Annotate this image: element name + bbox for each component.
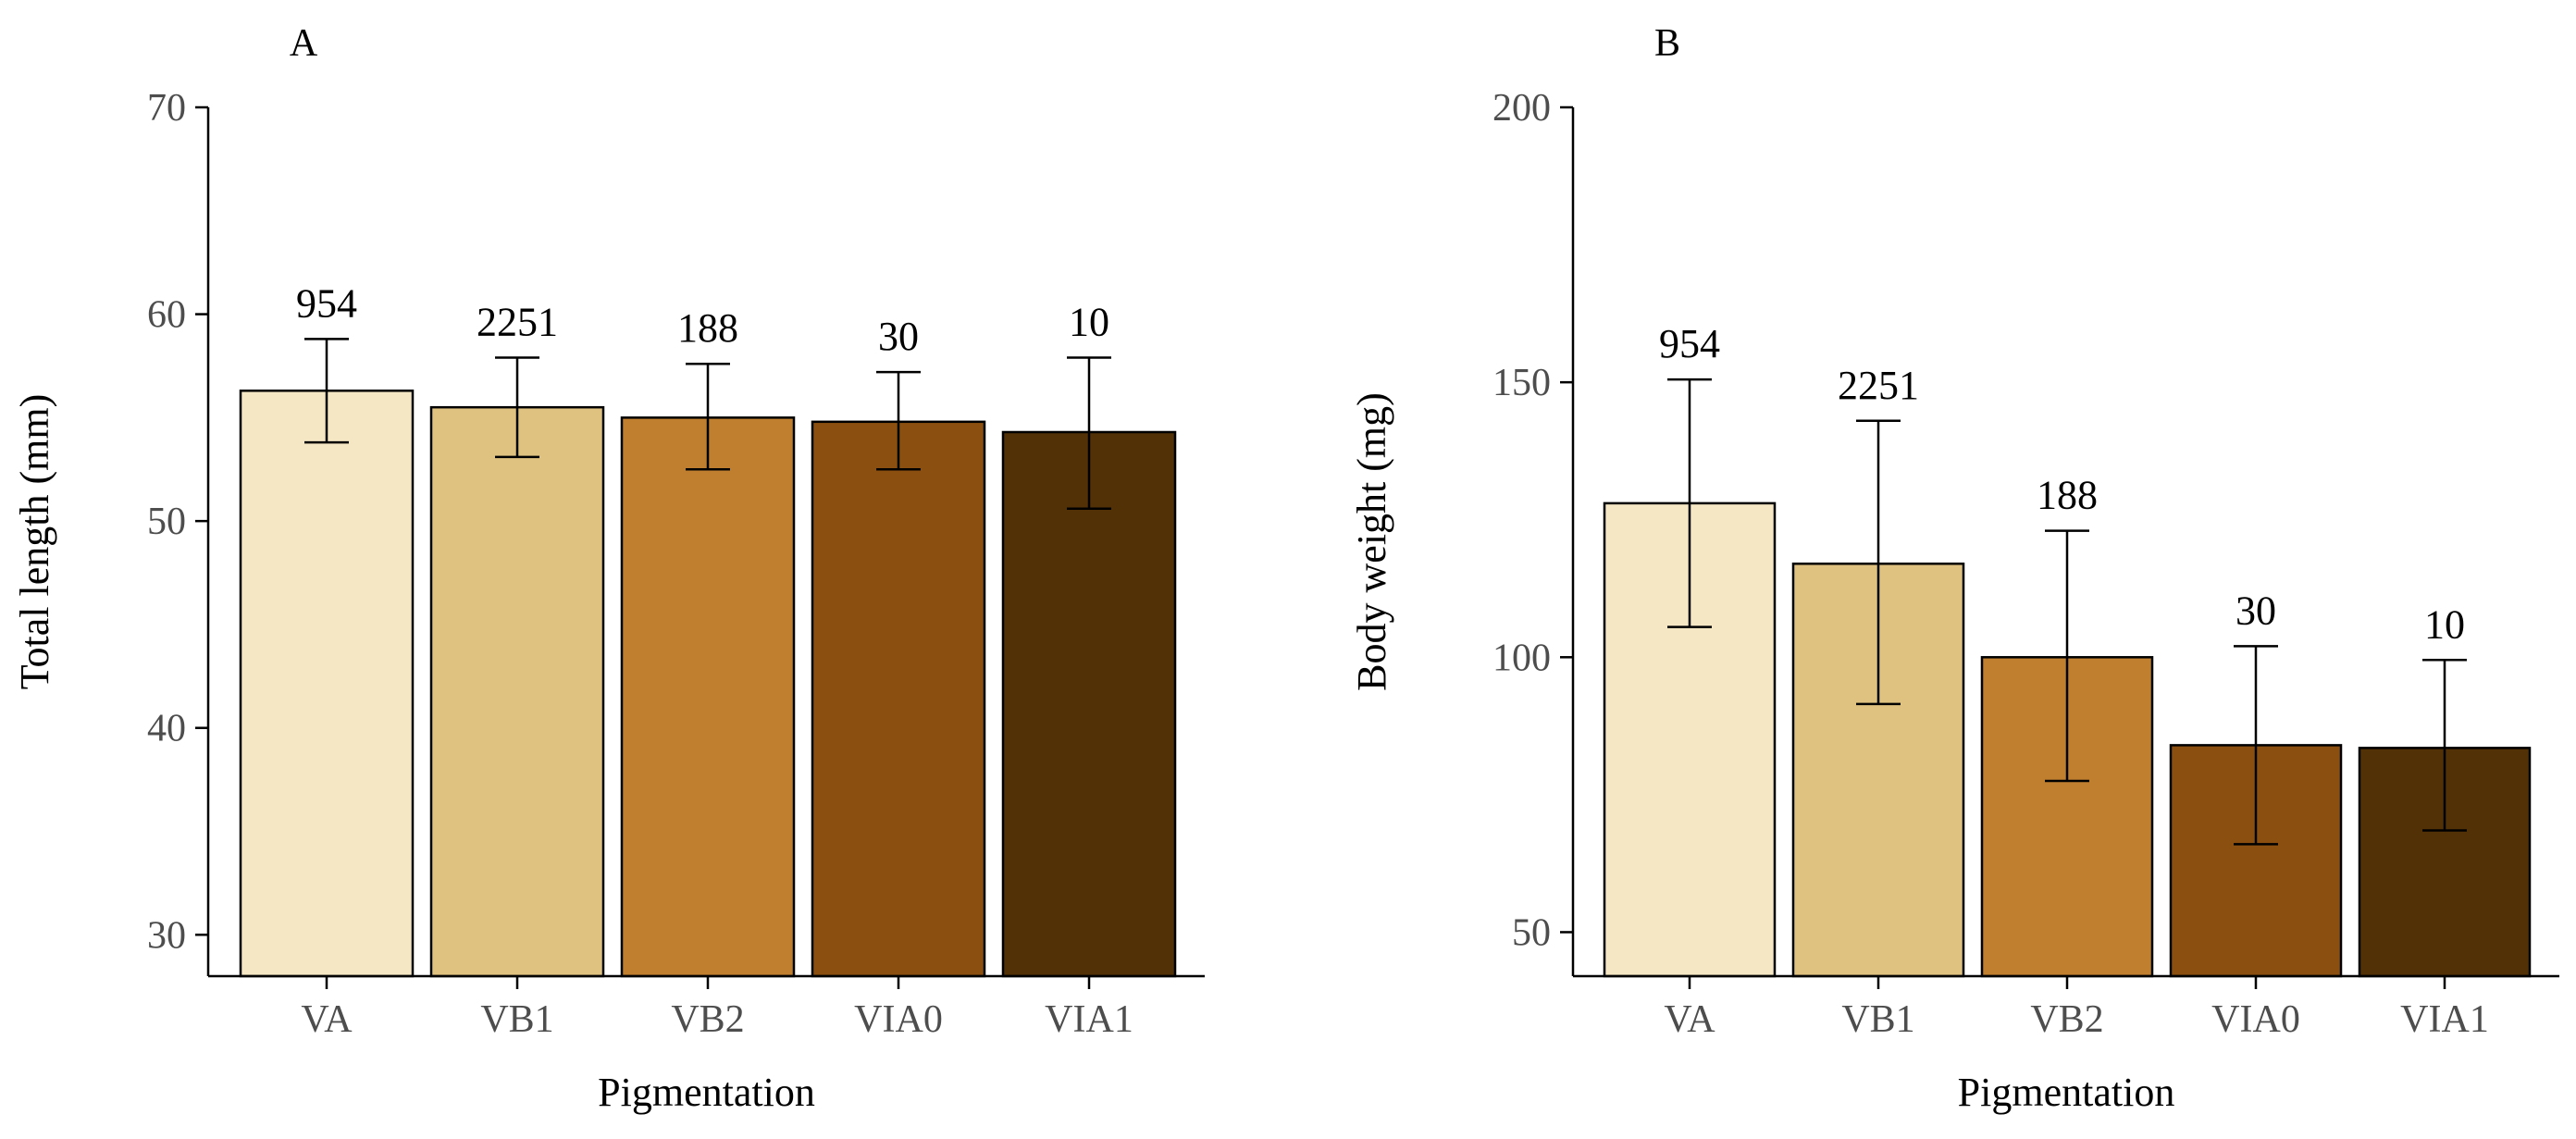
x-tick-label-vb2: VB2 [671, 998, 744, 1041]
count-label-vb2: 188 [2037, 473, 2098, 518]
x-tick-label-va: VA [1664, 998, 1715, 1041]
y-tick-label-200: 200 [1492, 87, 1551, 130]
x-tick-label-vb2: VB2 [2030, 998, 2103, 1041]
panel-a: A 954 VA 2251 VB1 188 VB2 30 VIA0 10 VIA1 30 40 50 60 7… [12, 22, 1205, 1115]
y-tick-label-60: 60 [147, 294, 186, 337]
panel-label-a: A [290, 22, 318, 65]
x-tick-label-via1: VIA1 [1045, 998, 1133, 1041]
count-label-va: 954 [1659, 321, 1720, 366]
count-label-via1: 10 [1069, 300, 1109, 345]
bar-vb1 [429, 405, 605, 978]
x-tick-label-vb1: VB1 [480, 998, 553, 1041]
bar-vb2 [620, 416, 796, 978]
bar-va [239, 390, 415, 978]
count-label-vb1: 2251 [477, 300, 558, 345]
count-label-vb2: 188 [677, 305, 738, 351]
y-axis-title-b: Body weight (mg) [1349, 392, 1394, 691]
y-axis-title-a: Total length (mm) [12, 394, 57, 690]
x-tick-label-via0: VIA0 [2211, 998, 2300, 1041]
panel-b: B 954 VA 2251 VB1 188 VB2 30 VIA0 10 VIA1 50 100 150 2… [1349, 22, 2559, 1115]
y-tick-label-40: 40 [147, 708, 186, 750]
y-tick-label-70: 70 [147, 87, 186, 130]
x-axis-title-b: Pigmentation [1958, 1070, 2175, 1115]
x-tick-label-via0: VIA0 [854, 998, 943, 1041]
y-tick-label-100: 100 [1492, 637, 1551, 679]
count-label-via1: 10 [2424, 601, 2465, 647]
count-label-via0: 30 [2235, 588, 2276, 633]
y-tick-label-30: 30 [147, 914, 186, 957]
bar-via0 [811, 420, 986, 978]
x-axis-title-a: Pigmentation [598, 1070, 815, 1115]
count-label-via0: 30 [878, 314, 919, 359]
bar-via1 [1001, 430, 1177, 978]
x-tick-label-via1: VIA1 [2400, 998, 2489, 1041]
count-label-va: 954 [296, 280, 357, 326]
count-label-vb1: 2251 [1838, 363, 1919, 408]
y-tick-label-50: 50 [147, 501, 186, 543]
y-tick-label-150: 150 [1492, 362, 1551, 404]
x-tick-label-vb1: VB1 [1841, 998, 1914, 1041]
y-tick-label-50: 50 [1512, 911, 1551, 954]
x-tick-label-va: VA [301, 998, 353, 1041]
panel-label-b: B [1654, 22, 1680, 65]
